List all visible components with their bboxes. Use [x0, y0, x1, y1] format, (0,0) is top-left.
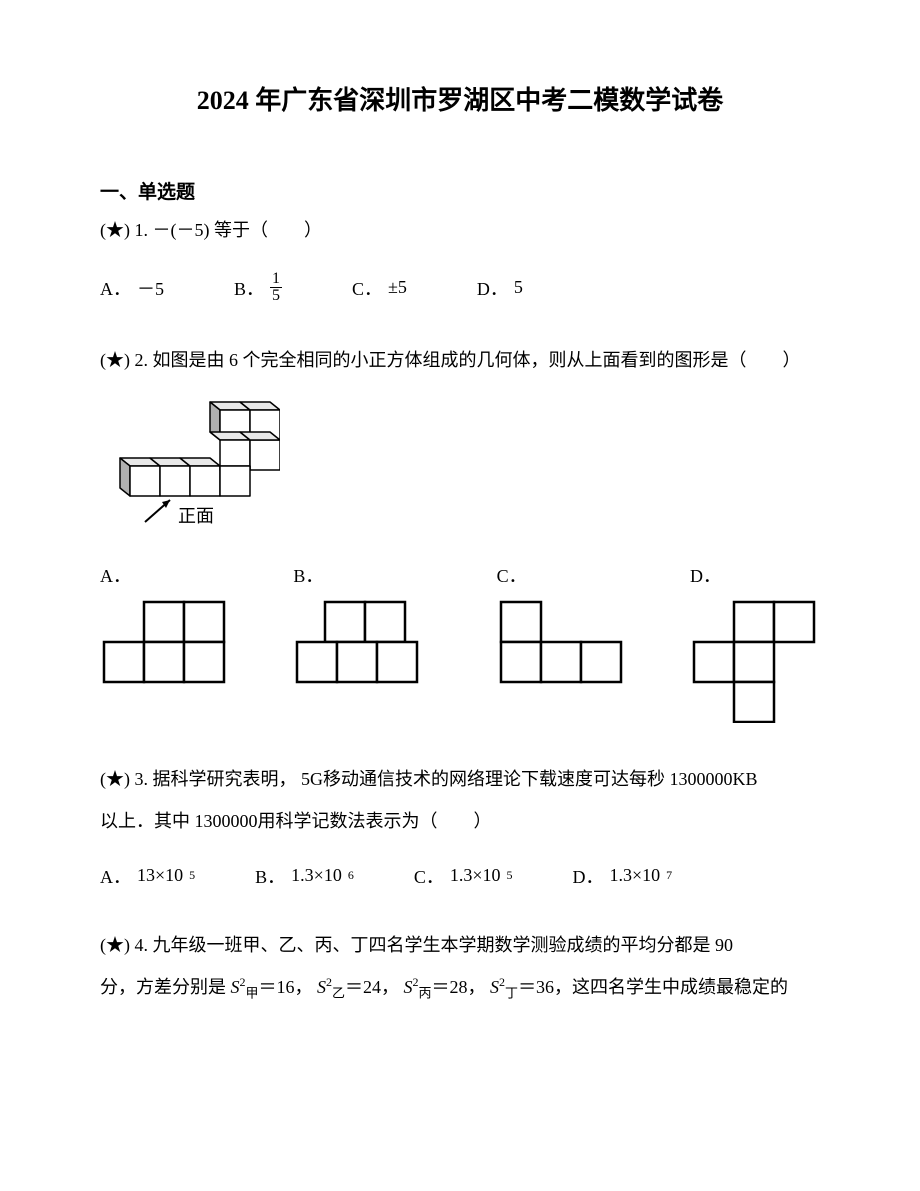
q3-b-base: 1.3×10 [291, 865, 342, 886]
q1-option-d: D． 5 [477, 271, 523, 304]
q4-s1-sub: 甲 [246, 986, 259, 1001]
q3-a-exp: 5 [189, 868, 195, 883]
q4-s3-sub: 丙 [419, 986, 432, 1001]
q2-front-label: 正面 [178, 506, 214, 526]
q1-a-label: A． [100, 275, 131, 301]
q1-b-den: 5 [270, 288, 282, 304]
q2-d-label: D． [690, 562, 721, 588]
page-title: 2024 年广东省深圳市罗湖区中考二模数学试卷 [100, 80, 820, 117]
q4-s2-var: S [317, 977, 326, 997]
q2-opt-a: A． [100, 562, 230, 723]
q2-text: (★) 2. 如图是由 6 个完全相同的小正方体组成的几何体，则从上面看到的图形… [100, 344, 820, 376]
q4-s4-eq: ＝36，这四名学生中成绩最稳定的 [518, 977, 788, 997]
q1-b-label: B． [234, 275, 264, 301]
q4-s3-var: S [404, 977, 413, 997]
q3-option-a: A． 13×10 5 [100, 863, 195, 889]
q4-s2-eq: ＝24， [345, 977, 399, 997]
q3-d-exp: 7 [666, 868, 672, 883]
q1-options: A． －5 B． 1 5 C． ±5 D． 5 [100, 271, 820, 304]
q3-d-label: D． [573, 863, 604, 889]
q3-option-d: D． 1.3×10 7 [573, 863, 673, 889]
q1-option-b: B． 1 5 [234, 271, 282, 304]
q2-opt-b-svg [293, 598, 433, 688]
q4-line2: 分，方差分别是 S2甲＝16， S2乙＝24， S2丙＝28， S2丁＝36，这… [100, 971, 820, 1005]
q3-option-c: C． 1.3×10 5 [414, 863, 513, 889]
q2-option-figures: A． B． C． D． [100, 562, 820, 723]
q1-b-num: 1 [270, 271, 282, 288]
q3-c-base: 1.3×10 [450, 865, 501, 886]
q2-opt-c: C． [497, 562, 627, 723]
q4-s2-sub: 乙 [332, 986, 345, 1001]
q4-s4-var: S [490, 977, 499, 997]
q3-a-base: 13×10 [137, 865, 183, 886]
section-header: 一、单选题 [100, 177, 820, 204]
q1-c-label: C． [352, 275, 382, 301]
q1-option-a: A． －5 [100, 271, 164, 304]
q1-b-fraction: 1 5 [270, 271, 282, 304]
q4-line1: (★) 4. 九年级一班甲、乙、丙、丁四名学生本学期数学测验成绩的平均分都是 9… [100, 929, 820, 961]
q3-line1: (★) 3. 据科学研究表明， 5G移动通信技术的网络理论下载速度可达每秒 13… [100, 763, 820, 795]
q3-b-label: B． [255, 863, 285, 889]
q2-opt-d: D． [690, 562, 820, 723]
q1-text: (★) 1. －(－5) 等于（ ） [100, 214, 820, 246]
q1-c-value: ±5 [388, 277, 407, 298]
q4-s1-var: S [231, 977, 240, 997]
q2-opt-a-svg [100, 598, 230, 688]
q3-option-b: B． 1.3×10 6 [255, 863, 354, 889]
q2-opt-c-svg [497, 598, 627, 688]
q2-c-label: C． [497, 562, 527, 588]
q1-option-c: C． ±5 [352, 271, 407, 304]
q3-d-base: 1.3×10 [610, 865, 661, 886]
q3-options: A． 13×10 5 B． 1.3×10 6 C． 1.3×10 5 D． 1.3×1… [100, 863, 820, 889]
q4-s1-eq: ＝16， [259, 977, 313, 997]
q1-d-label: D． [477, 275, 508, 301]
q3-b-exp: 6 [348, 868, 354, 883]
q4-s3-eq: ＝28， [432, 977, 486, 997]
q2-opt-b: B． [293, 562, 433, 723]
q2-a-label: A． [100, 562, 131, 588]
q1-a-value: －5 [137, 275, 164, 301]
q1-d-value: 5 [514, 277, 523, 298]
q3-c-label: C． [414, 863, 444, 889]
q4-l2-prefix: 分，方差分别是 [100, 977, 231, 997]
q3-c-exp: 5 [507, 868, 513, 883]
q3-a-label: A． [100, 863, 131, 889]
q2-opt-d-svg [690, 598, 820, 723]
q3-line2: 以上．其中 1300000用科学记数法表示为（ ） [100, 805, 820, 837]
q2-3d-figure: 正面 [100, 392, 820, 537]
q2-b-label: B． [293, 562, 323, 588]
q4-s4-sub: 丁 [505, 986, 518, 1001]
